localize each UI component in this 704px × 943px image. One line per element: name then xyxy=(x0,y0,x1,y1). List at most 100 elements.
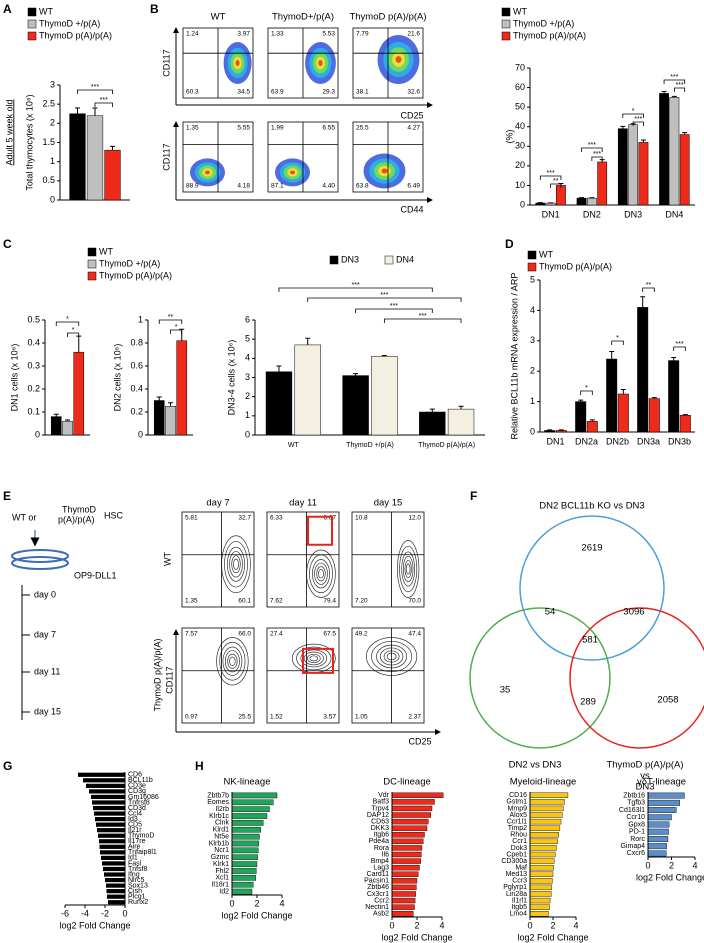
bar xyxy=(99,839,125,844)
quadrant-value: 1.35 xyxy=(186,125,199,132)
venn-title: DN2 BCL11b KO vs DN3 xyxy=(539,501,644,512)
quadrant-value: 25.5 xyxy=(356,125,369,132)
bar xyxy=(231,806,270,812)
bar xyxy=(153,400,165,436)
legend-swatch xyxy=(329,255,339,265)
y-tick-label: 50 xyxy=(515,102,525,112)
contour xyxy=(303,651,324,666)
quadrant-value: 1.52 xyxy=(270,714,283,721)
bar xyxy=(638,142,649,206)
contour xyxy=(222,646,243,676)
y-tick-label: 0.8 xyxy=(130,337,143,347)
bar xyxy=(231,820,264,826)
significance-label: * xyxy=(632,108,635,115)
contour xyxy=(316,566,326,582)
significance-bracket xyxy=(55,321,80,326)
y-tick-label: 5 xyxy=(245,334,250,344)
significance-bracket xyxy=(673,87,686,92)
bar xyxy=(556,185,566,206)
error-bar xyxy=(661,90,667,94)
schematic-label: HSC xyxy=(104,510,124,520)
bar xyxy=(95,816,125,822)
bar xyxy=(104,149,121,201)
density xyxy=(381,168,388,174)
bar xyxy=(100,850,125,855)
category-label: Gimap4 xyxy=(620,843,645,850)
category-label: Il18r1 xyxy=(211,882,229,889)
category-label: Cxcr6 xyxy=(627,850,645,857)
venn-set-label: DN3 xyxy=(635,782,654,793)
timeline-label: day 11 xyxy=(34,666,60,676)
quadrant-value: 25.5 xyxy=(238,714,251,721)
category-label: Asb2 xyxy=(373,911,389,918)
x-tick-label: 2 xyxy=(254,898,259,908)
bar xyxy=(98,833,125,838)
venn-count: 3096 xyxy=(623,607,644,618)
density xyxy=(290,170,295,175)
legend-swatch xyxy=(87,271,97,281)
quadrant-value: 70.0 xyxy=(408,598,421,605)
contour xyxy=(401,551,415,587)
legend-label: WT xyxy=(513,6,527,16)
bar xyxy=(529,805,564,812)
contour xyxy=(216,637,249,686)
quadrant-value: 1.99 xyxy=(271,125,284,132)
schematic-label: ThymoD xyxy=(62,504,97,514)
error-bar xyxy=(682,132,688,135)
error-bar xyxy=(640,296,646,308)
category-label: Zbtb46 xyxy=(367,884,389,891)
quadrant-value: 66.0 xyxy=(238,631,251,638)
schematic-label: WT or xyxy=(12,512,36,522)
error-bar xyxy=(458,405,464,410)
quadrant-value: 5.53 xyxy=(322,31,335,38)
category-label: Nectin1 xyxy=(365,904,389,911)
x-tick-label: 2 xyxy=(414,920,419,930)
error-bar xyxy=(381,354,387,357)
legend-swatch xyxy=(501,19,511,29)
bar xyxy=(231,847,259,854)
row-label: ThymoD p(A)/p(A) xyxy=(152,638,162,711)
category-label: Id3 xyxy=(128,816,138,823)
category-label: Ccr10 xyxy=(626,814,645,821)
bar xyxy=(647,792,685,799)
y-tick-label: 3 xyxy=(530,335,535,345)
highlight-gate xyxy=(302,647,334,674)
timeline-label: day 7 xyxy=(34,629,56,639)
contour xyxy=(224,541,248,588)
bar xyxy=(50,416,62,436)
category-label: Il1rl1 xyxy=(512,897,527,904)
bar xyxy=(576,197,587,206)
category-label: CD3d xyxy=(128,805,146,812)
category-label: Ccl4 xyxy=(128,810,142,817)
error-bar xyxy=(609,350,615,360)
bar xyxy=(617,128,628,206)
plot-frame xyxy=(266,511,340,608)
timeline-label: day 15 xyxy=(34,706,61,716)
x-tick-label: DN3b xyxy=(668,436,691,446)
quadrant-value: 63.8 xyxy=(356,183,369,190)
x-axis-label: CD25 xyxy=(400,110,423,120)
bar xyxy=(69,113,86,201)
venn-count: 54 xyxy=(545,607,556,618)
quadrant-value: 38.1 xyxy=(356,89,369,96)
category-label: Klrk1 xyxy=(213,861,229,868)
quadrant-value: 10.8 xyxy=(355,515,368,522)
bar xyxy=(231,854,258,861)
schematic-label: p(A)/p(A) xyxy=(58,514,95,524)
x-tick-label: DN2 xyxy=(583,209,601,219)
category-label: Cish xyxy=(128,888,142,895)
x-tick-label: 4 xyxy=(573,920,578,930)
legend-label: ThymoD +/p(A) xyxy=(39,18,100,28)
quadrant-value: 67.5 xyxy=(323,631,336,638)
column-title: ThymoD+/p(A) xyxy=(272,12,334,23)
category-label: Fhl2 xyxy=(215,868,229,875)
bar xyxy=(231,888,253,895)
quadrant-value: 3.57 xyxy=(323,714,336,721)
contour xyxy=(227,653,238,669)
contour xyxy=(227,546,245,582)
contour xyxy=(397,540,420,598)
bar xyxy=(391,911,414,917)
bar xyxy=(628,124,639,206)
